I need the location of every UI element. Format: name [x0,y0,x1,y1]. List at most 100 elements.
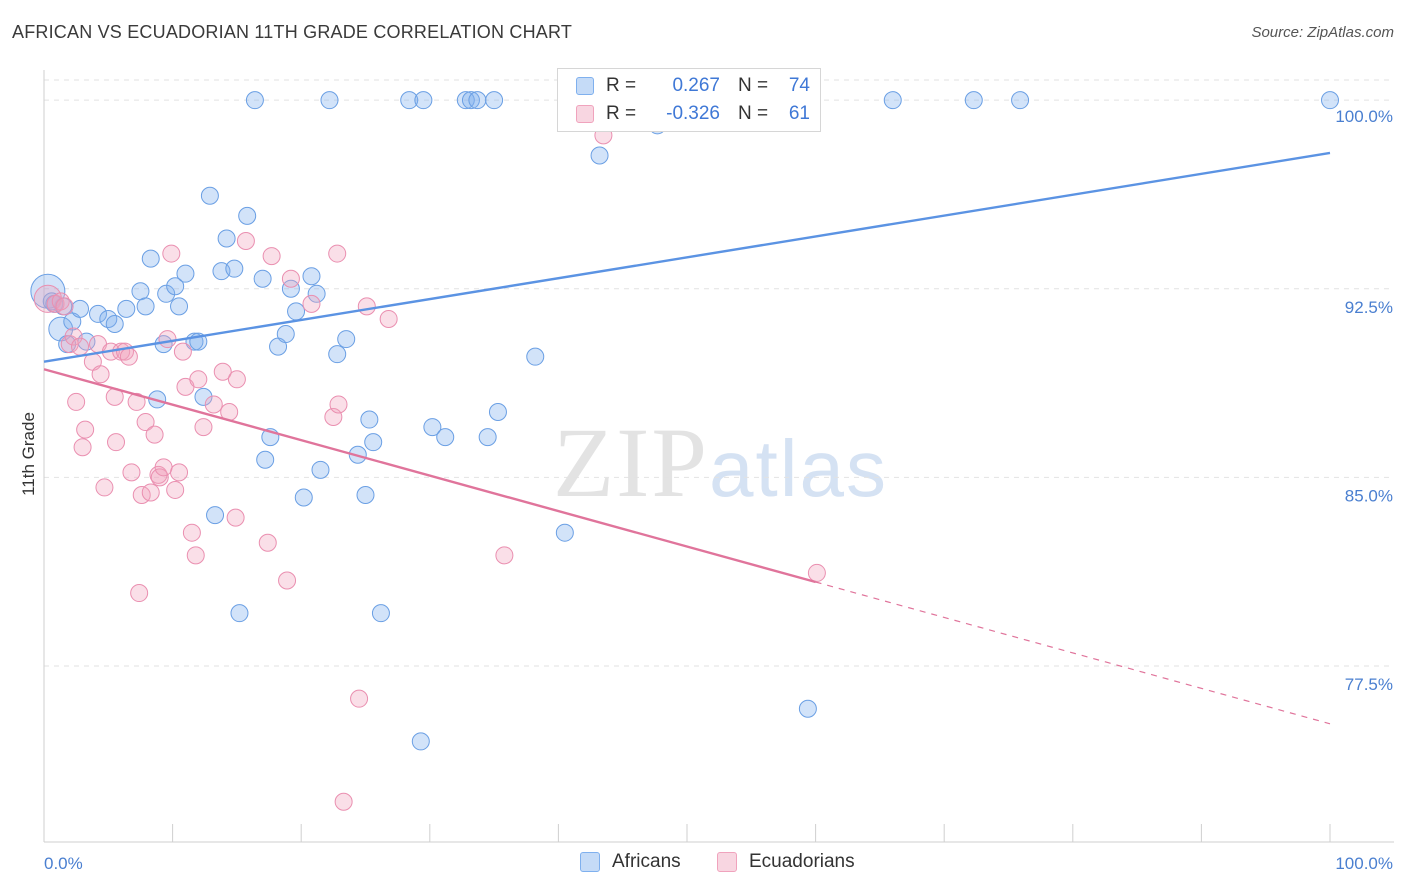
africans-point [217,229,236,248]
legend-n-value: 61 [788,103,810,124]
ecuadorians-point [807,563,826,582]
ecuadorians-point [495,546,514,565]
africans-point [1011,91,1030,110]
africans-point [225,259,244,278]
africans-point [230,604,249,623]
legend-r-label: R = [606,103,637,124]
africans-point [157,284,176,303]
legend-swatch-africans [576,77,594,95]
x-tick-label: 100.0% [1335,854,1393,873]
africans-point [478,428,497,447]
ecuadorians-point [281,269,300,288]
africans-point [276,325,295,344]
africans-point [117,299,136,318]
ecuadorians-point [334,792,353,811]
africans-point [131,282,150,301]
africans-point [400,91,419,110]
legend-n-label: N = [738,103,769,124]
ecuadorians-point [194,418,213,437]
africans-point [526,347,545,366]
africans-point [356,485,375,504]
trend-lines [43,151,1331,725]
africans-point [48,316,74,342]
africans-point [136,297,155,316]
africans-point [206,506,225,525]
ecuadorians-point [154,458,173,477]
ecuadorians-point [173,342,192,361]
ecuadorians-point [182,523,201,542]
ecuadorians-point [162,244,181,263]
data-points [30,91,1339,811]
ecuadorians-point [150,468,169,487]
ecuadorians-point [119,347,138,366]
ecuadorians-point [213,362,232,381]
bottom-swatch-ecuadorians [717,852,737,872]
africans-point [328,345,347,364]
gridlines [44,79,1394,667]
bottom-legend-ecuadorians: Ecuadorians [717,851,855,873]
ecuadorians-point [379,309,398,328]
tick-labels: 77.5% 85.0% 92.5% 100.0% 0.0% 100.0% 11th Grad… [19,107,1393,873]
africans-point [166,277,185,296]
y-tick-label: 85.0% [1345,486,1393,505]
africans-point [468,91,487,110]
africans-point [307,284,326,303]
x-tick-label: 0.0% [44,854,83,873]
ecuadorians-point [166,480,185,499]
legend-n-value: 74 [788,75,810,96]
africans-point [245,91,264,110]
ecuadorians-point [204,395,223,414]
africans-point [256,450,275,469]
ecuadorians-point [262,247,281,266]
y-axis-label: 11th Grade [19,412,38,496]
watermark-atlas: atlas [709,424,888,513]
africans-point [194,387,213,406]
ecuadorians-point [328,244,347,263]
africans-point [320,91,339,110]
ecuadorians-point [71,337,90,356]
watermark: ZIPatlas [553,405,888,520]
ecuadorians-point [302,294,321,313]
ecuadorians-point [226,508,245,527]
ecuadorians-point [236,231,255,250]
ecuadorians-point [170,463,189,482]
africans-point [238,206,257,225]
africans-point [141,249,160,268]
bottom-swatch-africans [580,852,600,872]
africans-point [1321,91,1339,110]
bottom-legend-africans: Africans [580,851,681,873]
ecuadorians-point [73,438,92,457]
ecuadorians-point [64,327,83,346]
africans-point [170,297,189,316]
ecuadorians-point [122,463,141,482]
africans-point [287,302,306,321]
africans-point [488,402,507,421]
africans-point [311,460,330,479]
ecuadorians-point [145,425,164,444]
ecuadorians-trend-extension [815,581,1331,725]
ecuadorians-point [357,297,376,316]
africans-point [436,428,455,447]
legend-n-label: N = [738,75,769,96]
axes [43,70,1394,843]
stats-legend: R = 0.267 N = 74 R = -0.326 N = 61 [557,68,821,132]
legend-swatch-ecuadorians [576,105,594,123]
ecuadorians-point [107,433,126,452]
africans-point [281,279,300,298]
africans-point [485,91,504,110]
africans-point [105,314,124,333]
ecuadorians-point [141,483,160,502]
africans-point [302,267,321,286]
africans-point [414,91,433,110]
africans-point [294,488,313,507]
watermark-zip: ZIP [553,407,709,518]
africans-point [371,604,390,623]
africans-point [176,264,195,283]
legend-row-africans: R = 0.267 N = 74 [576,73,810,99]
africans-point [253,269,272,288]
africans-point [555,523,574,542]
legend-r-value: 0.267 [672,75,720,96]
legend-r-value: -0.326 [666,103,720,124]
y-tick-label: 77.5% [1345,675,1393,694]
